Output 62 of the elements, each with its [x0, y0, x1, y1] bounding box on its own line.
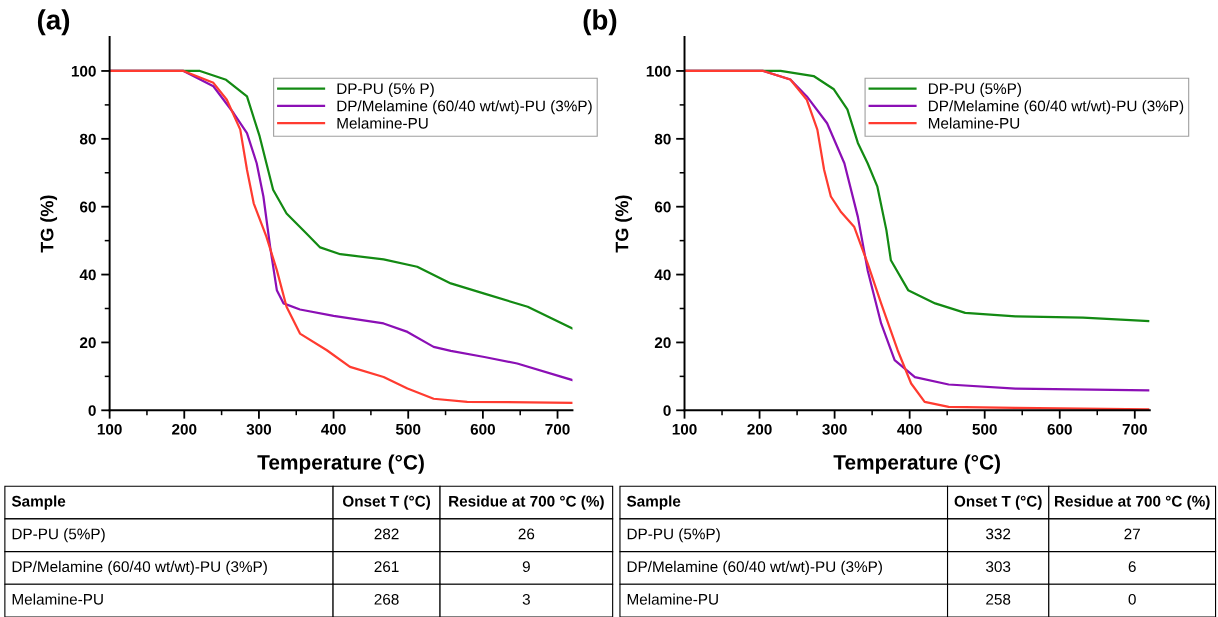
text: 332	[986, 528, 1011, 540]
chart-title: (b)	[583, 9, 617, 36]
x-tick-label: 300	[246, 423, 272, 435]
text: 3	[522, 593, 530, 605]
x-tick-label: 100	[97, 423, 122, 435]
x-axis-title: Temperature (°C)	[833, 454, 1000, 474]
y-tick-label: 100	[646, 65, 671, 77]
x-axis-title: Temperature (°C)	[257, 454, 424, 474]
x-tick-label: 200	[172, 423, 197, 435]
y-tick-label: 40	[654, 269, 671, 281]
y-tick-label: 40	[79, 269, 96, 281]
text: Melamine-PU	[12, 593, 103, 605]
text: Residue at 700 °C (%)	[449, 495, 604, 510]
text: Sample	[11, 495, 66, 510]
chart-title: (a)	[37, 9, 70, 36]
text: 6	[1128, 561, 1136, 573]
text: 9	[522, 561, 530, 573]
x-tick-label: 200	[747, 423, 772, 435]
legend-label: Melamine-PU	[337, 117, 428, 129]
legend-label: DP/Melamine (60/40 wt/wt)-PU (3%P)	[337, 100, 592, 115]
x-tick-label: 700	[1122, 423, 1147, 435]
x-tick-label: 300	[822, 423, 847, 435]
y-tick-label: 20	[654, 337, 671, 349]
text: 26	[518, 528, 535, 540]
text: 303	[986, 561, 1011, 573]
text: DP/Melamine (60/40 wt/wt)-PU (3%P)	[12, 560, 267, 576]
y-tick-label: 60	[79, 201, 96, 213]
x-tick-label: 700	[545, 423, 570, 435]
x-tick-label: 500	[972, 423, 997, 435]
text: Onset T (°C)	[342, 495, 431, 510]
x-tick-label: 600	[470, 423, 495, 435]
y-tick-label: 100	[71, 65, 96, 77]
legend-label: DP-PU (5%P)	[928, 82, 1021, 98]
text: DP-PU (5%P)	[627, 528, 720, 543]
y-axis-title: TG (%)	[615, 195, 632, 253]
text: Sample	[626, 495, 681, 510]
text: 261	[374, 561, 399, 573]
text: 258	[986, 593, 1011, 605]
text: Residue at 700 °C (%)	[1055, 495, 1210, 510]
text: 0	[1128, 593, 1136, 605]
text: 268	[374, 593, 399, 605]
x-tick-label: 500	[395, 423, 421, 435]
text: DP-PU (5%P)	[12, 528, 105, 543]
y-axis-title: TG (%)	[40, 195, 58, 253]
legend-label: DP/Melamine (60/40 wt/wt)-PU (3%P)	[928, 100, 1184, 115]
x-tick-label: 100	[672, 423, 697, 435]
text: Melamine-PU	[627, 593, 718, 605]
y-tick-label: 80	[654, 133, 671, 145]
text: 27	[1124, 528, 1140, 540]
x-tick-label: 600	[1047, 423, 1072, 435]
y-tick-label: 0	[88, 405, 96, 416]
legend-label: DP-PU (5% P)	[337, 82, 434, 98]
y-tick-label: 20	[79, 337, 96, 349]
text: Onset T (°C)	[954, 495, 1042, 510]
text: DP/Melamine (60/40 wt/wt)-PU (3%P)	[627, 560, 882, 576]
x-tick-label: 400	[897, 423, 922, 435]
legend-label: Melamine-PU	[928, 117, 1020, 129]
y-tick-label: 0	[663, 405, 671, 416]
text: 282	[374, 528, 399, 540]
y-tick-label: 60	[654, 201, 671, 213]
y-tick-label: 80	[79, 133, 96, 145]
x-tick-label: 400	[321, 423, 346, 435]
